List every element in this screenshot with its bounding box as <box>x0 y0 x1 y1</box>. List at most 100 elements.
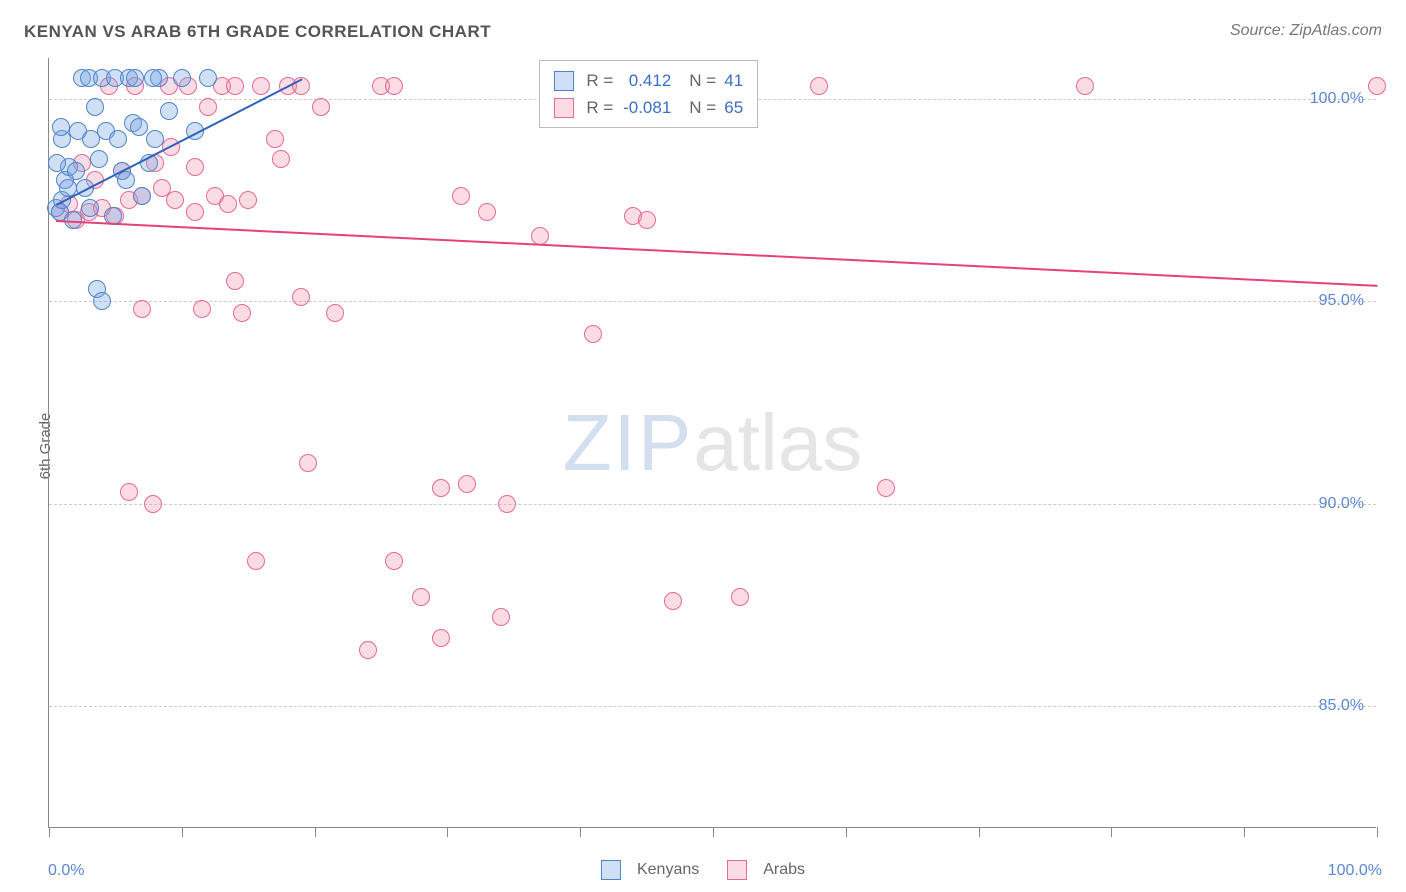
scatter-point <box>292 288 310 306</box>
scatter-point <box>160 102 178 120</box>
y-tick-label: 90.0% <box>1319 495 1364 513</box>
x-axis-max-label: 100.0% <box>1328 862 1382 880</box>
scatter-point <box>146 130 164 148</box>
scatter-point <box>166 191 184 209</box>
scatter-point <box>312 98 330 116</box>
scatter-point <box>120 483 138 501</box>
scatter-point <box>219 195 237 213</box>
stats-row: R =0.412 N =41 <box>554 67 743 94</box>
x-tick <box>1377 827 1378 837</box>
watermark-zip: ZIP <box>563 398 693 487</box>
scatter-point <box>877 479 895 497</box>
scatter-point <box>144 495 162 513</box>
scatter-point <box>199 98 217 116</box>
x-tick <box>846 827 847 837</box>
legend-swatch <box>727 860 747 880</box>
scatter-point <box>810 77 828 95</box>
stats-legend: R =0.412 N =41 R =-0.081 N =65 <box>539 60 758 128</box>
x-tick <box>182 827 183 837</box>
scatter-point <box>67 162 85 180</box>
r-value: -0.081 <box>617 94 671 121</box>
x-tick <box>580 827 581 837</box>
legend-swatch <box>554 71 574 91</box>
scatter-point <box>233 304 251 322</box>
scatter-point <box>584 325 602 343</box>
n-value: 41 <box>720 67 743 94</box>
scatter-point <box>81 199 99 217</box>
chart-title: KENYAN VS ARAB 6TH GRADE CORRELATION CHA… <box>24 22 491 42</box>
scatter-point <box>492 608 510 626</box>
n-value: 65 <box>720 94 743 121</box>
chart-source: Source: ZipAtlas.com <box>1230 22 1382 40</box>
legend-item-arabs: Arabs <box>727 860 805 880</box>
scatter-point <box>133 187 151 205</box>
legend-label: Arabs <box>763 861 805 879</box>
r-value: 0.412 <box>617 67 671 94</box>
scatter-point <box>385 552 403 570</box>
scatter-point <box>226 77 244 95</box>
plot-area: ZIPatlas 100.0% 95.0% 90.0% 85.0% <box>48 58 1376 828</box>
r-label: R = <box>586 94 613 121</box>
scatter-point <box>252 77 270 95</box>
legend-item-kenyans: Kenyans <box>601 860 699 880</box>
scatter-point <box>359 641 377 659</box>
y-tick-label: 85.0% <box>1319 697 1364 715</box>
scatter-point <box>93 292 111 310</box>
x-tick <box>49 827 50 837</box>
scatter-point <box>1076 77 1094 95</box>
scatter-point <box>498 495 516 513</box>
x-tick <box>315 827 316 837</box>
bottom-legend: Kenyans Arabs <box>601 860 805 880</box>
y-tick-label: 95.0% <box>1319 292 1364 310</box>
scatter-point <box>299 454 317 472</box>
watermark: ZIPatlas <box>563 397 862 489</box>
scatter-point <box>412 588 430 606</box>
r-label: R = <box>586 67 613 94</box>
n-label: N = <box>689 94 716 121</box>
scatter-point <box>432 479 450 497</box>
grid-line <box>49 301 1376 302</box>
chart-container: KENYAN VS ARAB 6TH GRADE CORRELATION CHA… <box>0 0 1406 892</box>
scatter-point <box>186 203 204 221</box>
scatter-point <box>133 300 151 318</box>
scatter-point <box>173 69 191 87</box>
stats-row: R =-0.081 N =65 <box>554 94 743 121</box>
scatter-point <box>199 69 217 87</box>
scatter-point <box>452 187 470 205</box>
x-tick <box>979 827 980 837</box>
legend-label: Kenyans <box>637 861 699 879</box>
scatter-point <box>239 191 257 209</box>
scatter-point <box>272 150 290 168</box>
x-tick <box>713 827 714 837</box>
scatter-point <box>247 552 265 570</box>
scatter-point <box>638 211 656 229</box>
scatter-point <box>126 69 144 87</box>
scatter-point <box>432 629 450 647</box>
y-tick-label: 100.0% <box>1310 90 1364 108</box>
scatter-point <box>48 154 66 172</box>
legend-swatch <box>601 860 621 880</box>
x-axis-min-label: 0.0% <box>48 862 84 880</box>
x-tick <box>1111 827 1112 837</box>
watermark-atlas: atlas <box>693 398 862 487</box>
scatter-point <box>1368 77 1386 95</box>
scatter-point <box>731 588 749 606</box>
n-label: N = <box>689 67 716 94</box>
grid-line <box>49 504 1376 505</box>
x-tick <box>1244 827 1245 837</box>
legend-swatch <box>554 98 574 118</box>
scatter-point <box>266 130 284 148</box>
scatter-point <box>109 130 127 148</box>
scatter-point <box>326 304 344 322</box>
scatter-point <box>458 475 476 493</box>
x-tick <box>447 827 448 837</box>
scatter-point <box>193 300 211 318</box>
scatter-point <box>52 118 70 136</box>
grid-line <box>49 706 1376 707</box>
trend-line <box>56 220 1377 287</box>
scatter-point <box>90 150 108 168</box>
scatter-point <box>86 98 104 116</box>
scatter-point <box>130 118 148 136</box>
scatter-point <box>186 158 204 176</box>
scatter-point <box>385 77 403 95</box>
